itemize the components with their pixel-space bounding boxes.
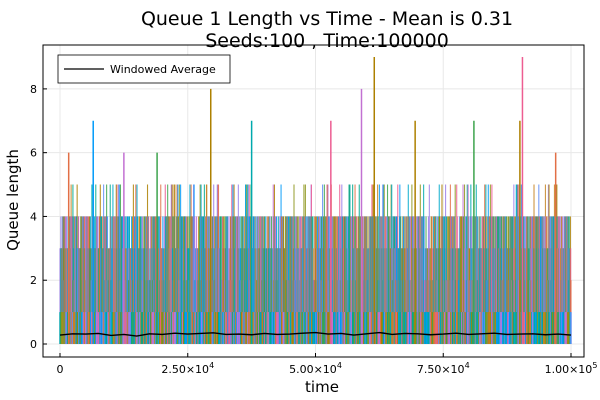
x-axis-label: time (305, 378, 339, 396)
x-tick-label-2: 5.00×104 (289, 361, 342, 376)
y-tick-label-1: 2 (30, 274, 37, 287)
chart-title-line2: Seeds:100 , Time:100000 (205, 30, 449, 52)
legend: Windowed Average (57, 54, 231, 84)
windowed-average-line (59, 331, 572, 337)
y-axis-ticks: 0 2 4 6 8 (30, 83, 47, 351)
plot-frame (42, 44, 585, 358)
legend-label-windowed-average: Windowed Average (110, 63, 216, 76)
y-tick-label-2: 4 (30, 210, 37, 223)
x-tick-label-1: 2.50×104 (161, 361, 214, 376)
seed-series (59, 57, 572, 344)
x-tick-label-4: 1.00×105 (545, 361, 598, 376)
x-tick-label-3: 7.50×104 (417, 361, 470, 376)
windowed-average-series (59, 331, 572, 337)
y-tick-label-3: 6 (30, 147, 37, 160)
y-axis-label: Queue length (4, 149, 22, 251)
y-tick-label-4: 8 (30, 83, 37, 96)
y-tick-label-0: 0 (30, 338, 37, 351)
x-tick-label-0: 0 (57, 363, 64, 376)
x-axis-ticks: 0 2.50×104 5.00×104 7.50×104 1.00×105 (57, 353, 598, 376)
chart-title-line1: Queue 1 Length vs Time - Mean is 0.31 (141, 8, 513, 30)
